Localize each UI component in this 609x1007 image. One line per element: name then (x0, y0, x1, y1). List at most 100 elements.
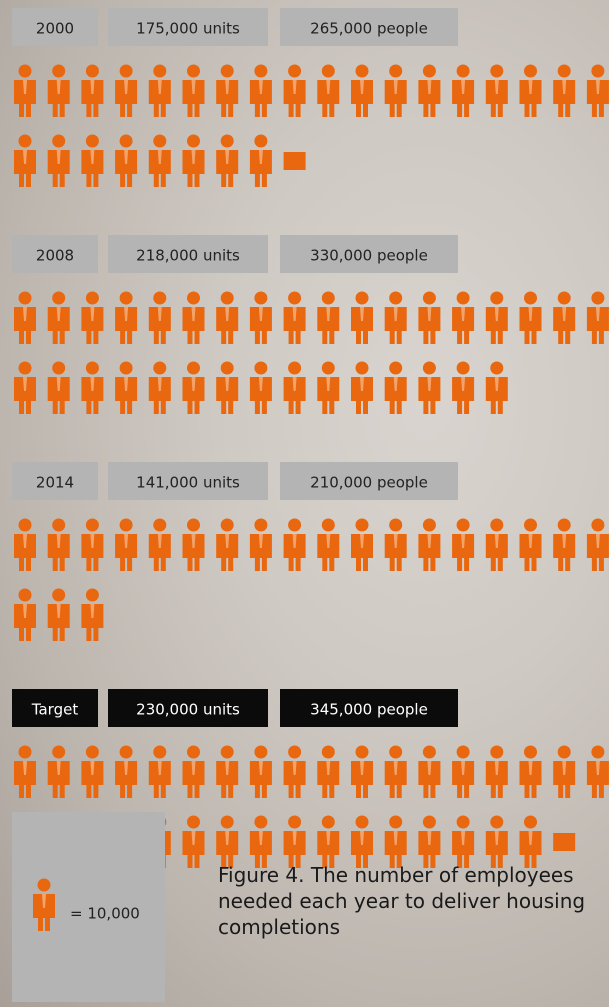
icon-body (81, 534, 104, 571)
person-icon (586, 64, 609, 117)
person-icon (384, 64, 407, 117)
icon-head (85, 291, 99, 305)
icon-tie (360, 534, 364, 548)
icon-tie (326, 80, 331, 94)
person-icon (47, 588, 70, 641)
icon-body (418, 80, 441, 117)
icon-body (283, 831, 306, 868)
icon-body (586, 80, 609, 117)
person-icon (115, 134, 138, 187)
icon-tie (90, 604, 95, 618)
person-icon (182, 291, 205, 344)
legend-label: = 10,000 (70, 905, 140, 923)
icon-tie (225, 80, 230, 94)
year-label: 2000 (36, 20, 74, 38)
legend-icon (33, 878, 55, 931)
icon-head (187, 361, 200, 375)
icon-body (418, 761, 441, 798)
icon-tie (124, 534, 129, 548)
icon-body (384, 761, 407, 798)
person-icon (81, 518, 104, 571)
person-icon (485, 815, 508, 868)
icon-body (148, 150, 171, 187)
person-icon (14, 588, 36, 641)
person-icon (249, 64, 272, 117)
icon-body (351, 307, 373, 344)
icon-body (182, 761, 205, 798)
person-icon (216, 745, 239, 798)
icon-tie (56, 80, 61, 94)
icon-head (85, 588, 99, 602)
icon-head (187, 64, 200, 78)
icon-head (591, 64, 605, 78)
icon-body (553, 307, 576, 344)
person-icon (452, 64, 475, 117)
person-icon (115, 361, 138, 414)
icon-tie (528, 761, 533, 775)
units-label: 175,000 units (136, 20, 240, 38)
icon-tie (157, 377, 162, 391)
icon-tie (326, 761, 331, 775)
person-icon (418, 361, 441, 414)
units-box (108, 462, 268, 500)
icon-body (182, 831, 205, 868)
person-icon (148, 745, 171, 798)
person-icon (148, 518, 171, 571)
person-icon (81, 588, 104, 641)
icon-head (321, 291, 335, 305)
person-icon (47, 64, 70, 117)
icon-head (85, 745, 99, 759)
icon-body (384, 307, 407, 344)
icon-head (220, 518, 234, 532)
icon-body (351, 761, 373, 798)
icon-tie (393, 534, 398, 548)
person-icon (586, 291, 609, 344)
icon-body (283, 307, 306, 344)
icon-body (519, 761, 542, 798)
person-icon (216, 64, 239, 117)
people-box (280, 235, 458, 273)
icon-tie (56, 761, 61, 775)
icon-head (220, 815, 234, 829)
icon-body (485, 534, 508, 571)
year-box (12, 462, 98, 500)
year-label: 2008 (36, 247, 74, 265)
icon-body (553, 761, 576, 798)
person-icon (351, 64, 373, 117)
icon-head (321, 745, 335, 759)
icon-head (18, 518, 32, 532)
icon-head (187, 134, 200, 148)
icon-head (456, 745, 470, 759)
icon-head (85, 134, 99, 148)
icon-body (33, 894, 55, 931)
icon-tie (360, 377, 364, 391)
person-icon (519, 745, 542, 798)
icon-tie (494, 80, 499, 94)
person-icon (384, 518, 407, 571)
icon-body (351, 831, 373, 868)
icon-body (249, 307, 272, 344)
icon-head (153, 134, 167, 148)
icon-body (216, 831, 239, 868)
icon-tie (225, 534, 230, 548)
person-icon (317, 815, 340, 868)
icon-body (586, 534, 609, 571)
icon-tie (90, 150, 95, 164)
icon-body (148, 307, 171, 344)
icon-tie (258, 80, 263, 94)
icon-body (485, 80, 508, 117)
person-icon (249, 361, 272, 414)
icon-body (384, 377, 407, 414)
icon-tie (326, 307, 331, 321)
icon-head (524, 745, 537, 759)
icon-body (384, 80, 407, 117)
icon-body (384, 534, 407, 571)
icon-tie (360, 307, 364, 321)
icon-body (182, 150, 205, 187)
icon-head (18, 361, 32, 375)
icon-tie (528, 534, 533, 548)
icon-tie (393, 831, 398, 845)
icon-tie (427, 534, 432, 548)
icon-head (187, 745, 200, 759)
icon-body (115, 150, 138, 187)
